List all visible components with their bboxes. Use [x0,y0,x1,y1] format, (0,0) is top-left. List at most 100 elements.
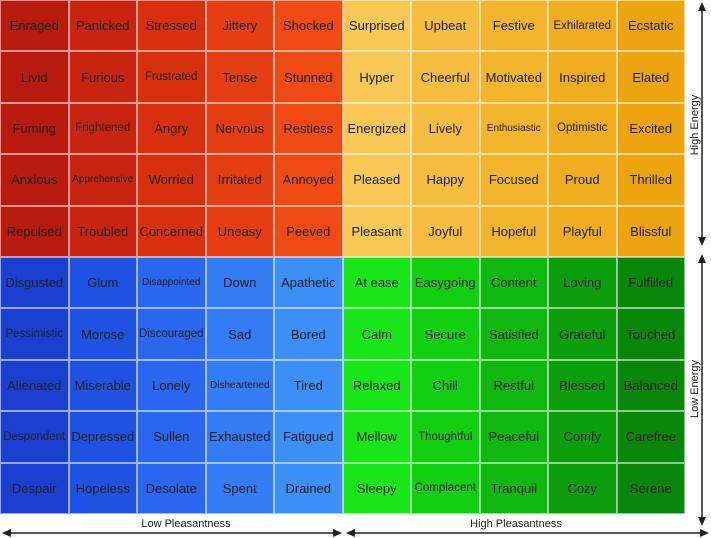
emotion-cell-sleepy: Sleepy [342,462,411,514]
emotion-cell-thoughtful: Thoughtful [411,411,480,463]
pleasantness-axis: Low Pleasantness High Pleasantness [2,518,709,537]
emotion-cell-enthusiastic: Enthusiastic [479,102,548,155]
emotion-cell-calm: Calm [342,308,411,360]
emotion-cell-serene: Serene [616,462,685,514]
emotion-cell-cozy: Cozy [548,462,617,514]
emotion-cell-pleased: Pleased [342,154,411,206]
emotion-cell-chill: Chill [411,359,480,412]
mood-meter-grid: Enraged Panicked Stressed Jittery Shocked Sur… [0,0,685,514]
emotion-cell-elated: Elated [616,51,685,103]
emotion-cell-discouraged: Discouraged [137,308,206,360]
emotion-cell-troubled: Troubled [68,205,137,257]
emotion-cell-motivated: Motivated [479,51,548,103]
emotion-cell-playful: Playful [548,205,617,257]
emotion-cell-thrilled: Thrilled [616,154,685,206]
emotion-cell-repulsed: Repulsed [0,205,69,257]
emotion-cell-grateful: Grateful [548,308,617,360]
emotion-cell-angry: Angry [137,102,206,155]
emotion-cell-tired: Tired [274,359,343,412]
emotion-cell-down: Down [205,256,274,309]
emotion-cell-disheartened: Disheartened [205,359,274,412]
pleasantness-right-arrow-icon [700,529,709,537]
emotion-cell-happy: Happy [411,154,480,206]
emotion-cell-fuming: Fuming [0,102,69,155]
emotion-cell-bored: Bored [274,308,343,360]
emotion-cell-joyful: Joyful [411,205,480,257]
low-energy-label: Low Energy [690,359,701,418]
emotion-cell-irritated: Irritated [205,154,274,206]
emotion-cell-comfy: Comfy [548,411,617,463]
emotion-cell-nervous: Nervous [205,102,274,155]
emotion-cell-frightened: Frightened [68,102,137,155]
emotion-cell-glum: Glum [68,256,137,309]
emotion-cell-mellow: Mellow [342,411,411,463]
emotion-cell-anxious: Anxious [0,154,69,206]
emotion-cell-stressed: Stressed [137,0,206,52]
emotion-cell-content: Content [479,256,548,309]
emotion-cell-sullen: Sullen [137,411,206,463]
emotion-cell-relaxed: Relaxed [342,359,411,412]
emotion-cell-panicked: Panicked [68,0,137,52]
emotion-cell-touched: Touched [616,308,685,360]
emotion-cell-livid: Livid [0,51,69,103]
emotion-cell-balanced: Balanced [616,359,685,412]
emotion-cell-ecstatic: Ecstatic [616,0,685,52]
emotion-cell-hopeful: Hopeful [479,205,548,257]
emotion-cell-sad: Sad [205,308,274,360]
high-pleasantness-label: High Pleasantness [470,518,562,530]
emotion-cell-peaceful: Peaceful [479,411,548,463]
emotion-cell-uneasy: Uneasy [205,205,274,257]
emotion-cell-restless: Restless [274,102,343,155]
emotion-cell-despondent: Despondent [0,411,69,463]
energy-axis: High Energy Low Energy [690,2,706,526]
pleasantness-mid-arrow-icon [333,529,342,537]
emotion-cell-pessimistic: Pessimistic [0,308,69,360]
emotion-cell-exhilarated: Exhilarated [548,0,617,52]
emotion-cell-concerned: Concerned [137,205,206,257]
pleasantness-left-arrow-icon [2,529,11,537]
emotion-cell-furious: Furious [68,51,137,103]
pleasantness-mid2-arrow-icon [346,529,355,537]
emotion-cell-despair: Despair [0,462,69,514]
emotion-cell-spent: Spent [205,462,274,514]
emotion-cell-morose: Morose [68,308,137,360]
emotion-cell-restful: Restful [479,359,548,412]
emotion-cell-disgusted: Disgusted [0,256,69,309]
emotion-cell-optimistic: Optimistic [548,102,617,155]
emotion-cell-annoyed: Annoyed [274,154,343,206]
emotion-cell-enraged: Enraged [0,0,69,52]
energy-down-arrow-icon [698,237,706,246]
low-energy-down-arrow-icon [698,517,706,526]
emotion-cell-cheerful: Cheerful [411,51,480,103]
emotion-cell-frustrated: Frustrated [137,51,206,103]
emotion-cell-focused: Focused [479,154,548,206]
emotion-cell-blessed: Blessed [548,359,617,412]
emotion-cell-at-ease: At ease [342,256,411,309]
emotion-cell-upbeat: Upbeat [411,0,480,52]
emotion-cell-hopeless: Hopeless [68,462,137,514]
energy-up-arrow-icon [698,2,706,11]
high-energy-label: High Energy [690,94,701,155]
emotion-cell-loving: Loving [548,256,617,309]
emotion-cell-peeved: Peeved [274,205,343,257]
emotion-cell-desolate: Desolate [137,462,206,514]
emotion-cell-exhausted: Exhausted [205,411,274,463]
low-pleasantness-label: Low Pleasantness [141,518,231,530]
emotion-cell-worried: Worried [137,154,206,206]
emotion-cell-blissful: Blissful [616,205,685,257]
emotion-cell-apprehensive: Apprehensive [68,154,137,206]
emotion-cell-apathetic: Apathetic [274,256,343,309]
emotion-cell-shocked: Shocked [274,0,343,52]
emotion-cell-drained: Drained [274,462,343,514]
emotion-cell-surprised: Surprised [342,0,411,52]
emotion-cell-festive: Festive [479,0,548,52]
emotion-cell-satisfied: Satisfied [479,308,548,360]
emotion-cell-excited: Excited [616,102,685,155]
emotion-cell-easygoing: Easygoing [411,256,480,309]
emotion-cell-stunned: Stunned [274,51,343,103]
emotion-cell-pleasant: Pleasant [342,205,411,257]
emotion-cell-secure: Secure [411,308,480,360]
low-energy-up-arrow-icon [698,254,706,263]
emotion-cell-inspired: Inspired [548,51,617,103]
emotion-cell-disappointed: Disappointed [137,256,206,309]
